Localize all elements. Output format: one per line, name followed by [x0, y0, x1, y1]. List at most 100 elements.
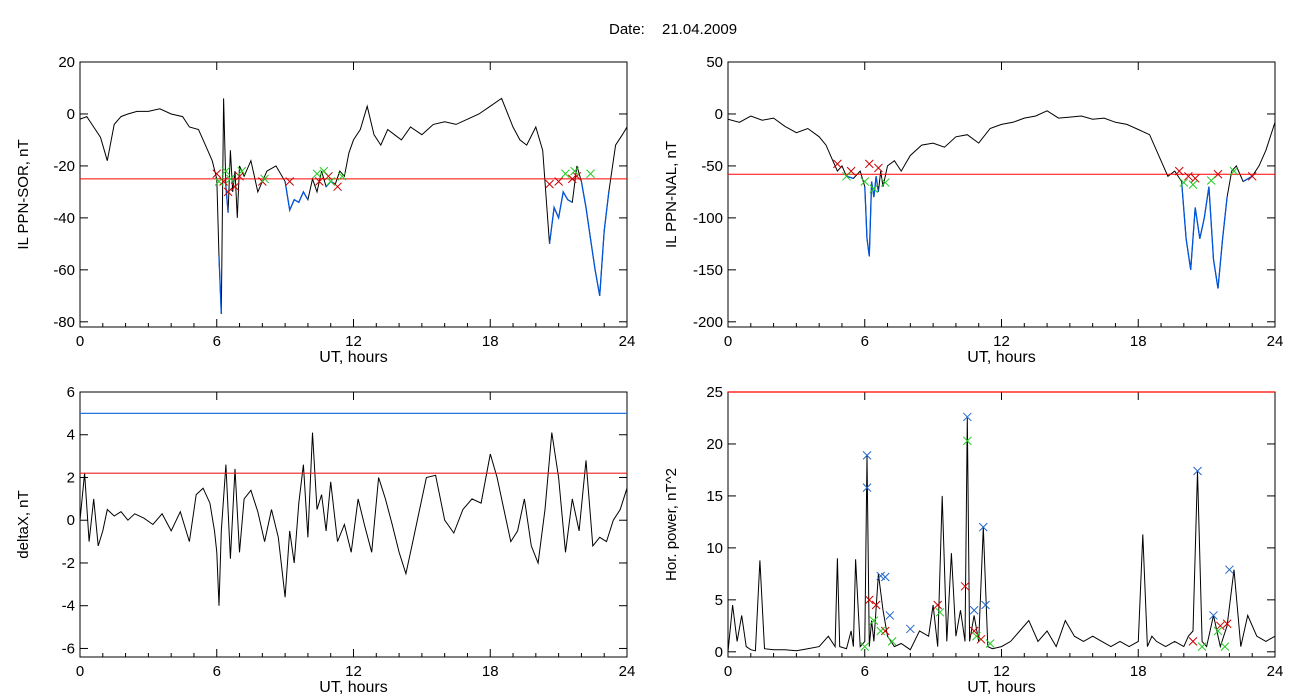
p2-markers-red-8	[1247, 171, 1257, 181]
p4-markers-red-5	[969, 626, 979, 636]
p4-markers-green-7-b	[985, 639, 995, 648]
p1-below-seg-18	[218, 256, 222, 315]
p4-markers-red-0-b	[864, 595, 874, 605]
p3-series-0	[80, 432, 627, 606]
p4-markers-green-10-b	[1220, 642, 1230, 651]
p1-markers-red-7-b	[314, 177, 324, 186]
p2-ytick-label-1: 0	[715, 106, 723, 123]
p2-markers-red-0	[833, 159, 842, 169]
panel-p2: 0 6 12 18 24 50 0 -50 -100 -150 -200 UT, hours IL PP…	[663, 54, 1283, 366]
p4-markers-green-9-b	[1213, 626, 1223, 636]
p2-markers-green-4	[1179, 178, 1189, 187]
p4-markers-blue-1	[862, 483, 872, 492]
p4-markers-red-4	[960, 581, 970, 591]
p1-markers-red-7	[314, 177, 324, 186]
p2-markers-red-3	[874, 163, 883, 173]
p1-markers-green-2-b	[226, 174, 235, 184]
p2-markers-red-2-b	[864, 159, 874, 169]
p4-markers-green-2	[876, 626, 886, 636]
p2-xlabel: UT, hours	[967, 349, 1035, 366]
p4-markers-green-5	[962, 436, 972, 446]
p4-xtick-label-1: 6	[861, 663, 869, 680]
p1-markers-green-3	[237, 166, 247, 176]
p1-plot-area	[80, 97, 627, 315]
p2-markers-red-4-b	[1174, 166, 1184, 176]
p2-xtick-label-4: 24	[1267, 333, 1284, 350]
p4-markers-blue-11-b	[1209, 611, 1218, 620]
p4-markers-blue-0	[862, 451, 872, 460]
p1-markers-green-11-b	[586, 169, 595, 179]
p4-series-0	[728, 417, 1275, 652]
p1-markers-green-5	[312, 169, 322, 179]
p3-xtick-label-2: 12	[345, 663, 362, 680]
p3-frame	[79, 391, 628, 658]
p3-ytick-label-1: 4	[67, 427, 75, 444]
p1-below-seg-53	[548, 190, 573, 244]
p4-markers-red-3-b	[933, 600, 943, 610]
p1-markers-green-6	[319, 166, 329, 176]
p2-markers-green-5-b	[1188, 180, 1198, 189]
p4-markers-blue-5	[905, 624, 915, 634]
p1-markers-green-5-b	[312, 169, 322, 179]
p4-markers-blue-10-b	[1193, 466, 1202, 476]
p4-markers-green-4	[935, 607, 945, 617]
p4-plot-area	[728, 412, 1275, 652]
p2-xtick-label-0: 0	[724, 333, 732, 350]
p3-ytick-label-2: 2	[67, 469, 75, 486]
p4-markers-red-8-b	[1215, 621, 1225, 631]
p4-markers-green-6-b	[972, 631, 981, 641]
p4-markers-red-8	[1215, 621, 1225, 631]
p1-markers-green-6-b	[319, 166, 329, 176]
p3-ytick-label-5: -4	[62, 598, 75, 615]
p4-markers-red-7-b	[1188, 637, 1198, 646]
p4-markers-green-1	[869, 616, 879, 625]
p1-markers-red-2-b	[223, 187, 233, 197]
p4-markers-red-1	[871, 600, 881, 610]
p1-markers-red-11-b	[554, 177, 563, 186]
p1-markers-green-0	[214, 177, 224, 186]
p1-markers-red-9	[333, 182, 342, 192]
p1-markers-green-4-b	[260, 174, 269, 184]
p4-markers-red-9-b	[1222, 619, 1232, 629]
p1-markers-green-10-b	[570, 166, 579, 176]
p4-markers-blue-11	[1209, 611, 1218, 620]
p1-markers-green-2	[226, 174, 235, 184]
p2-markers-green-5	[1188, 180, 1198, 189]
p1-markers-red-3-b	[230, 182, 240, 192]
p2-below-seg-42	[1180, 181, 1228, 289]
p2-markers-green-2-b	[869, 184, 879, 194]
p4-markers-red-6-b	[976, 634, 986, 644]
p4-markers-red-4-b	[960, 581, 970, 591]
p4-markers-red-2-b	[880, 626, 890, 636]
p2-markers-red-2	[864, 159, 874, 169]
p4-markers-blue-0-b	[862, 451, 872, 460]
p4-markers-red-6	[976, 634, 986, 644]
p2-markers-red-5-b	[1184, 171, 1193, 181]
p1-frame	[79, 61, 628, 328]
p1-markers-green-7-b	[326, 177, 336, 186]
p3-xtick-label-3: 18	[482, 663, 499, 680]
p3-plot-area	[80, 432, 627, 606]
p2-markers-green-7-b	[1229, 166, 1239, 176]
p1-ytick-label-2: -20	[53, 158, 75, 175]
p4-markers-red-3	[933, 600, 943, 610]
p1-markers-red-12	[567, 174, 577, 184]
p2-markers-red-5	[1184, 171, 1193, 181]
p4-markers-blue-5-b	[905, 624, 915, 634]
p1-markers-green-1	[221, 166, 231, 176]
p4-markers-green-8-b	[1197, 642, 1207, 651]
p2-markers-green-3	[880, 178, 890, 187]
p4-markers-blue-7	[969, 605, 979, 615]
p1-markers-green-10	[570, 166, 579, 176]
p4-markers-green-6	[972, 631, 981, 641]
p1-xtick-label-1: 6	[213, 333, 221, 350]
p4-ytick-label-4: 5	[715, 592, 723, 609]
p4-markers-green-5-b	[962, 436, 972, 446]
p4-markers-green-1-b	[869, 616, 879, 625]
p4-markers-red-2	[880, 626, 890, 636]
p3-xtick-label-1: 6	[213, 663, 221, 680]
p4-markers-blue-9-b	[981, 600, 990, 610]
p2-frame	[727, 61, 1276, 328]
p1-markers-red-4	[235, 171, 244, 181]
